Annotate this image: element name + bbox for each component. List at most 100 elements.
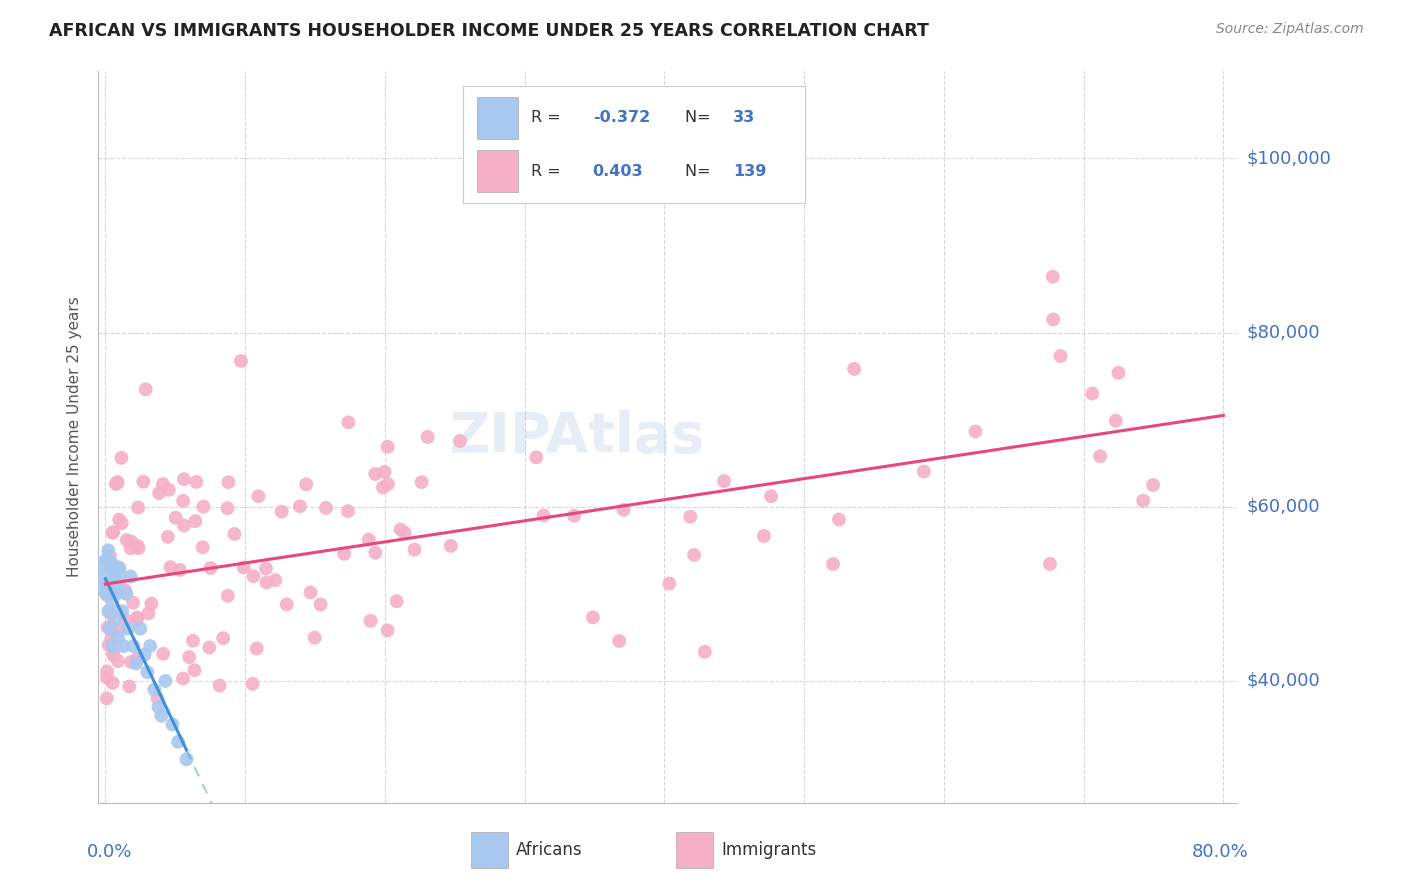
Point [138,607,160,621]
Point [198,640,221,655]
Point [844,362,866,376]
Point [377,624,399,638]
Point [965,425,987,439]
Point [96,588,118,602]
Point [127,541,149,555]
Point [172,494,194,508]
Point [179,650,201,665]
Point [562,508,585,523]
Point [337,415,360,429]
Text: Source: ZipAtlas.com: Source: ZipAtlas.com [1216,22,1364,37]
Point [1081,386,1104,401]
Point [96,587,118,601]
Point [693,645,716,659]
Point [108,560,131,574]
Point [98,622,121,636]
Point [1142,478,1164,492]
Point [156,530,179,544]
Point [169,563,191,577]
Point [683,548,706,562]
Point [191,540,214,554]
Point [256,575,278,590]
Point [120,569,142,583]
Point [129,622,152,636]
Point [114,613,136,627]
Point [112,639,135,653]
Point [103,569,125,583]
Point [1049,349,1071,363]
Point [304,631,326,645]
Point [98,560,121,574]
Point [173,472,195,486]
Point [143,682,166,697]
Point [134,648,156,662]
Point [173,518,195,533]
Point [122,639,145,653]
Point [104,477,127,491]
Point [167,735,190,749]
Point [110,450,132,465]
Point [658,576,681,591]
Point [96,578,118,592]
Point [524,450,547,465]
Point [607,634,630,648]
Point [1107,366,1129,380]
Point [159,560,181,574]
Point [208,679,231,693]
Point [613,503,636,517]
Point [181,633,204,648]
Point [100,607,122,621]
Point [152,647,174,661]
Point [582,610,605,624]
Point [1105,414,1128,428]
Point [377,440,399,454]
Point [115,533,138,547]
Point [162,717,184,731]
Point [242,569,264,583]
Point [97,638,120,652]
Point [364,546,387,560]
Point [107,624,129,638]
Point [141,597,163,611]
Point [176,752,198,766]
Point [440,539,463,553]
Point [389,523,412,537]
Point [98,549,121,563]
Point [374,465,396,479]
Point [217,589,239,603]
Point [105,587,128,601]
Point [97,620,120,634]
Point [114,583,136,598]
Point [125,657,148,671]
Text: 0.0%: 0.0% [87,843,132,861]
Text: $60,000: $60,000 [1246,498,1320,516]
Point [224,527,246,541]
Point [165,510,187,524]
Point [148,486,170,500]
Point [101,639,124,653]
Text: $40,000: $40,000 [1246,672,1320,690]
Point [139,639,162,653]
Point [111,604,134,618]
Point [828,512,851,526]
Point [101,559,124,574]
Point [118,679,141,693]
Point [247,489,270,503]
Point [103,648,125,663]
Point [155,673,177,688]
Point [299,585,322,599]
Point [146,691,169,706]
Point [1042,312,1064,326]
Point [104,613,127,627]
Point [120,655,142,669]
Point [377,477,399,491]
Point [127,610,149,624]
Text: $80,000: $80,000 [1246,324,1320,342]
Point [94,569,117,583]
Point [679,509,702,524]
Point [107,475,129,489]
Point [1088,450,1111,464]
Point [193,500,215,514]
Point [371,480,394,494]
Point [135,382,157,396]
